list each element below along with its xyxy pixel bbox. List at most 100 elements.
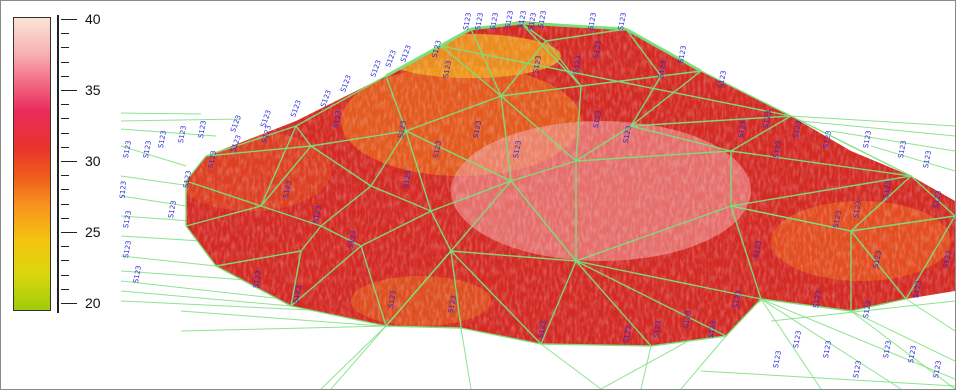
well-label: S123 (402, 170, 413, 189)
surface-mesh-edge (450, 250, 542, 345)
well-label: S123 (942, 250, 953, 269)
well-label: S123 (432, 140, 443, 159)
surface-mesh-edge (185, 225, 217, 267)
well-label: S123 (587, 12, 598, 31)
well-label: S123 (832, 210, 843, 229)
color-scale-tick (61, 19, 77, 20)
well-label: S123 (732, 290, 743, 309)
background-mesh-line (120, 270, 262, 282)
surface-mesh-edge (500, 95, 577, 162)
background-mesh-line (850, 310, 955, 389)
well-label: S123 (717, 70, 728, 89)
surface-mesh (185, 21, 955, 347)
surface-mesh-edge (295, 75, 387, 127)
surface-mesh-edge (320, 225, 362, 247)
surface-mesh-edge (510, 160, 577, 182)
background-mesh-line (120, 215, 192, 222)
well-label: S123 (369, 59, 383, 78)
surface-mesh-edge (910, 175, 955, 217)
surface-mesh-edge (650, 335, 727, 347)
well-label: S123 (737, 120, 748, 139)
surface-mesh-edge (575, 125, 632, 162)
surface-mesh-edge (540, 260, 577, 345)
background-mesh-line (120, 280, 302, 302)
well-label: S123 (442, 60, 453, 79)
well-label: S123 (282, 180, 293, 199)
background-mesh-line (760, 298, 822, 389)
well-label: S123 (157, 130, 168, 149)
color-scale-tick (61, 189, 69, 191)
well-label: S123 (177, 125, 188, 144)
surface-mesh-edge (630, 70, 702, 127)
color-scale-tick (61, 61, 69, 63)
well-label: S123 (118, 180, 128, 198)
well-label: S123 (772, 350, 783, 369)
well-label: S123 (852, 200, 863, 219)
background-mesh-line (700, 370, 955, 387)
surface-mesh-edge (730, 115, 792, 152)
well-label: S123 (532, 55, 543, 74)
background-mesh-line (760, 298, 955, 380)
well-label: S123 (207, 150, 218, 169)
surface-mesh-edge (500, 40, 547, 97)
surface-mesh-edge (545, 40, 582, 87)
well-label: S123 (852, 360, 863, 379)
well-label: S123 (122, 240, 133, 259)
surface-mesh-edge (310, 130, 407, 147)
background-mesh-line (870, 145, 955, 172)
surface-mesh-edge (575, 150, 732, 162)
well-label: S123 (792, 120, 803, 139)
background-mesh-line (640, 345, 652, 389)
surface-mesh-edge (430, 180, 512, 212)
surface-mesh-edge (450, 250, 577, 262)
surface-mesh-edge (730, 175, 912, 207)
surface-ridge-edge (470, 21, 522, 31)
surface-mesh-edge (300, 225, 322, 252)
surface-mesh-edge (370, 185, 432, 212)
surface-mesh-edge (730, 150, 912, 177)
well-label: S123 (252, 270, 263, 289)
surface-mesh-edge (215, 250, 302, 267)
color-scale-tick (61, 47, 69, 49)
well-label: S123 (922, 150, 933, 169)
surface-mesh-edge (660, 70, 702, 77)
well-label: S123 (932, 190, 943, 209)
well-label: S123 (622, 325, 633, 344)
background-mesh-line (180, 325, 387, 332)
surface-mesh-edge (730, 205, 852, 232)
surface-mesh-edge (185, 205, 262, 227)
well-label: S123 (142, 140, 153, 159)
well-label: S123 (399, 44, 413, 63)
background-mesh-line (790, 115, 955, 127)
well-label: S123 (592, 40, 603, 59)
well-label: S123 (462, 12, 473, 31)
background-mesh-line (120, 300, 332, 312)
well-label: S123 (882, 340, 893, 359)
well-label: S123 (167, 200, 178, 219)
background-mesh-line (120, 290, 292, 307)
surface-mesh-edge (450, 180, 512, 252)
surface-mesh-edge (520, 22, 547, 42)
surface-mesh-edge (185, 180, 262, 207)
surface-mesh-edge (500, 95, 512, 182)
surface-mesh-edge (575, 205, 732, 262)
surface-mesh-edge (260, 145, 312, 207)
surface-mesh-edge (850, 230, 907, 300)
surface-mesh-edge (310, 145, 372, 187)
well-label: S123 (907, 345, 918, 364)
surface-mesh-edge (850, 215, 955, 232)
color-scale-tick (61, 146, 69, 148)
surface-mesh-edge (440, 45, 792, 117)
well-label: S123 (822, 130, 833, 149)
surface-mesh-edge (510, 180, 577, 262)
well-label: S123 (862, 300, 873, 319)
color-scale-bar (13, 17, 51, 311)
background-mesh-line (770, 300, 955, 322)
well-label: S123 (677, 45, 688, 64)
color-scale-tick (61, 232, 77, 233)
surface-mesh-edge (575, 260, 652, 347)
tick-label-35: 35 (85, 82, 101, 98)
well-label: S123 (289, 99, 303, 118)
